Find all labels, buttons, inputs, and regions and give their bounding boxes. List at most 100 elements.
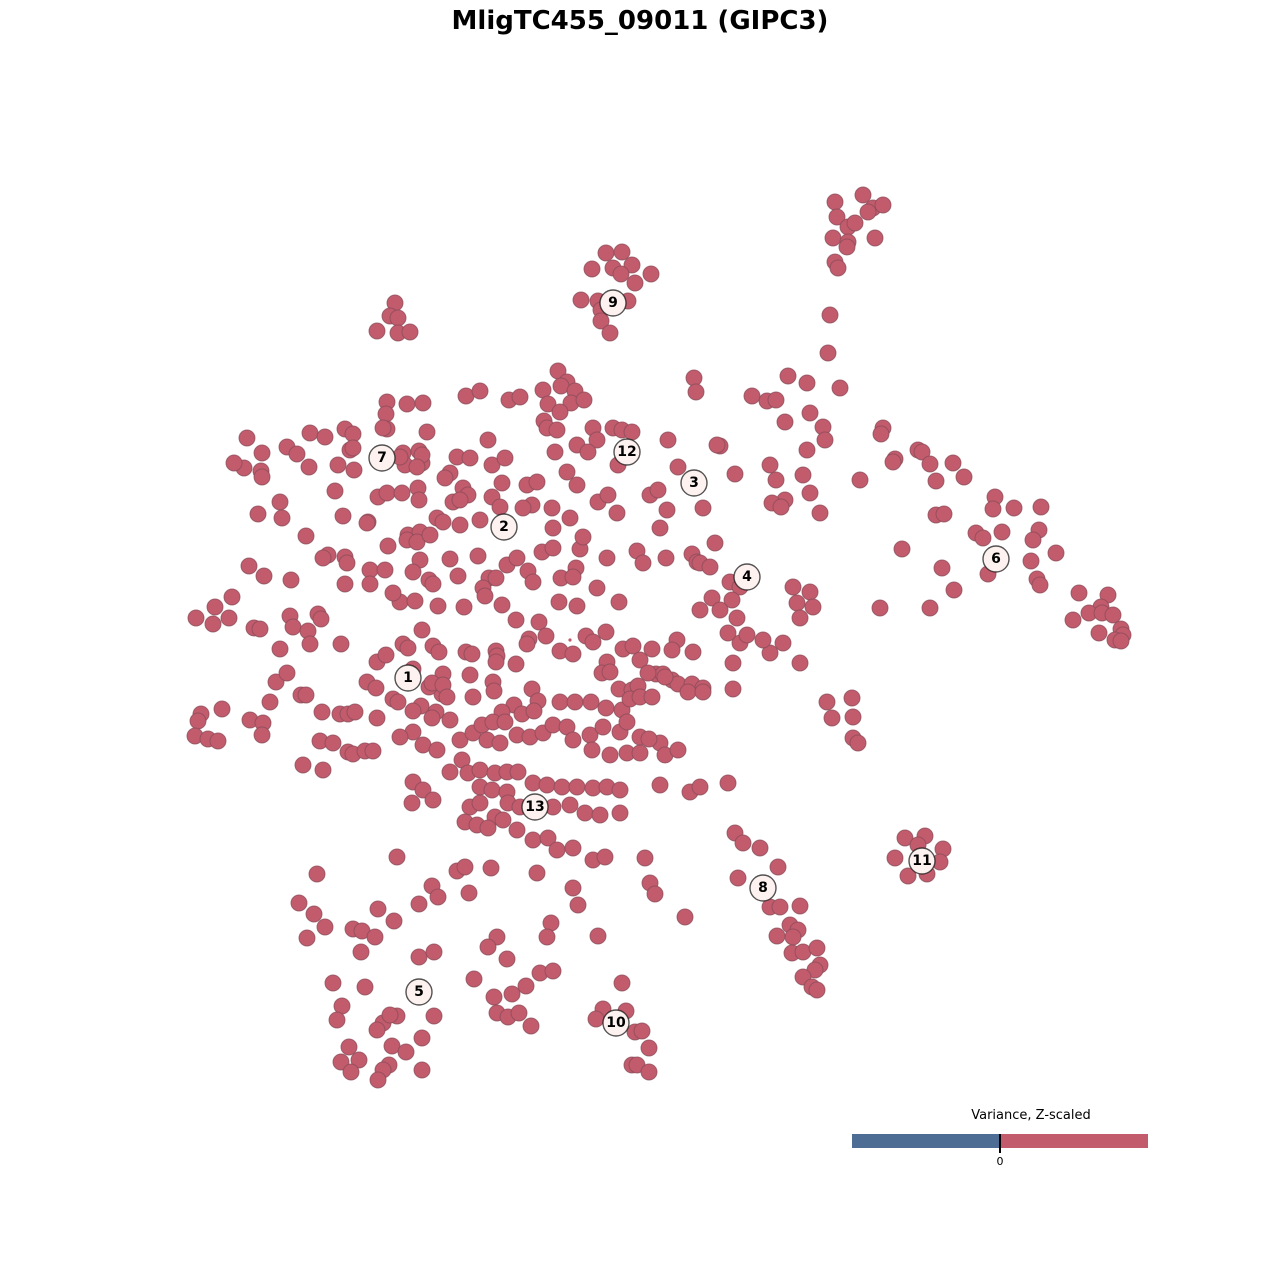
data-point	[588, 431, 606, 449]
data-point	[358, 514, 376, 532]
cluster-label-circle	[368, 444, 396, 472]
data-point	[491, 734, 509, 752]
data-point	[687, 383, 705, 401]
data-point	[461, 666, 479, 684]
data-point	[784, 928, 802, 946]
data-point	[613, 974, 631, 992]
cluster-label-text: 1	[403, 670, 413, 686]
data-point	[639, 664, 657, 682]
data-point	[496, 713, 514, 731]
legend-zero-label: 0	[996, 1155, 1004, 1168]
data-point	[487, 569, 505, 587]
data-point	[1104, 606, 1122, 624]
data-point	[271, 640, 289, 658]
data-point	[273, 509, 291, 527]
data-point	[634, 554, 652, 572]
data-point	[421, 526, 439, 544]
data-point	[610, 593, 628, 611]
data-point	[204, 615, 222, 633]
data-point	[338, 554, 356, 572]
data-point	[569, 896, 587, 914]
plot-title: MligTC455_09011 (GIPC3)	[451, 6, 829, 36]
data-point	[691, 778, 709, 796]
data-point	[676, 908, 694, 926]
data-point	[613, 243, 631, 261]
data-point	[314, 549, 332, 567]
data-point	[361, 575, 379, 593]
data-point	[451, 491, 469, 509]
data-point	[826, 193, 844, 211]
data-point	[389, 693, 407, 711]
data-point	[209, 732, 227, 750]
data-point	[851, 471, 869, 489]
data-point	[649, 481, 667, 499]
data-point	[312, 610, 330, 628]
data-point	[430, 643, 448, 661]
data-point	[313, 703, 331, 721]
data-point	[583, 260, 601, 278]
data-point	[588, 579, 606, 597]
data-point	[624, 637, 642, 655]
cluster-label-9: 9	[599, 289, 627, 317]
data-point	[517, 977, 535, 995]
data-point	[398, 395, 416, 413]
data-point	[528, 864, 546, 882]
data-point	[579, 443, 597, 461]
data-point	[340, 1038, 358, 1056]
legend-zero-tick	[999, 1134, 1001, 1153]
cluster-label-circle	[490, 513, 518, 541]
data-point	[768, 927, 786, 945]
data-point	[434, 513, 452, 531]
data-point	[1090, 624, 1108, 642]
data-point	[441, 763, 459, 781]
data-point	[485, 682, 503, 700]
data-point	[414, 394, 432, 412]
data-point	[253, 726, 271, 744]
data-point	[640, 730, 658, 748]
data-point	[564, 839, 582, 857]
data-point	[872, 425, 890, 443]
data-point	[843, 689, 861, 707]
data-point	[866, 229, 884, 247]
data-point	[899, 867, 917, 885]
data-point	[685, 369, 703, 387]
data-point	[594, 718, 612, 736]
data-point	[367, 679, 385, 697]
data-point	[1047, 544, 1065, 562]
data-point	[344, 439, 362, 457]
data-point	[548, 421, 566, 439]
data-point	[261, 693, 279, 711]
cluster-label-1: 1	[394, 664, 422, 692]
data-point	[413, 1029, 431, 1047]
data-point	[801, 583, 819, 601]
data-point	[476, 587, 494, 605]
data-point	[597, 623, 615, 641]
data-point	[507, 611, 525, 629]
data-point	[597, 244, 615, 262]
data-point	[568, 476, 586, 494]
data-point	[451, 731, 469, 749]
data-point	[436, 469, 454, 487]
data-point	[706, 534, 724, 552]
data-point	[751, 839, 769, 857]
cluster-label-text: 10	[606, 1015, 626, 1031]
data-point	[425, 943, 443, 961]
data-point	[384, 584, 402, 602]
data-point	[326, 482, 344, 500]
data-point	[679, 683, 697, 701]
data-point	[656, 668, 674, 686]
data-point	[368, 709, 386, 727]
data-point	[631, 651, 649, 669]
data-point	[761, 456, 779, 474]
data-point	[406, 592, 424, 610]
cluster-label-text: 11	[912, 853, 931, 869]
data-point	[438, 688, 456, 706]
data-point	[558, 463, 576, 481]
data-point	[608, 504, 626, 522]
data-point	[1032, 498, 1050, 516]
data-point	[1022, 552, 1040, 570]
data-point	[774, 634, 792, 652]
data-point	[487, 653, 505, 671]
data-point	[496, 449, 514, 467]
data-point	[314, 761, 332, 779]
